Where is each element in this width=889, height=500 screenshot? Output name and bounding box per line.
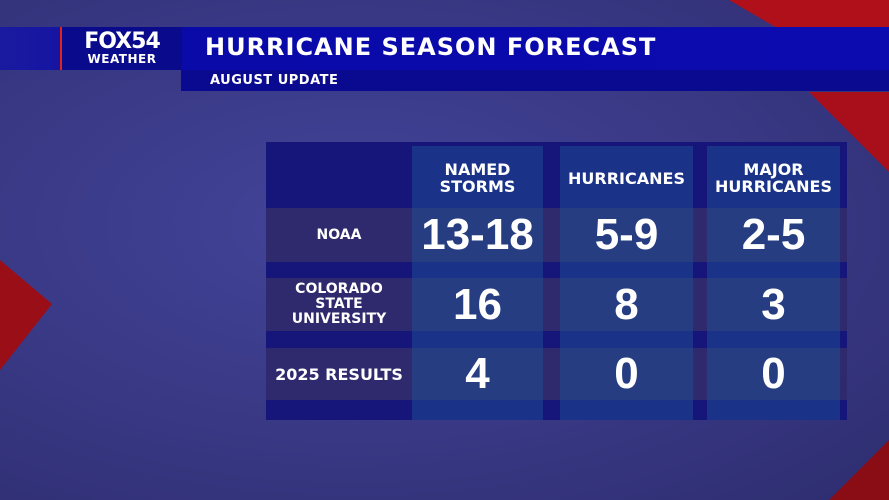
column-highlight — [560, 146, 693, 420]
page-title: HURRICANE SEASON FORECAST — [205, 33, 657, 61]
value-cell: 13-18 — [421, 210, 534, 259]
value-cell: 5-9 — [594, 210, 659, 259]
value-cell: 2-5 — [741, 210, 806, 259]
value-cell: 4 — [465, 349, 490, 398]
value-cell: 16 — [453, 279, 502, 329]
row-label-noaa: NOAA — [316, 226, 362, 243]
row-label-csu: COLORADO STATE UNIVERSITY — [291, 281, 387, 327]
logo-subtext: WEATHER — [87, 52, 157, 66]
accent-line — [60, 27, 62, 70]
value-cell: 3 — [761, 279, 786, 329]
logo-text: FOX54 — [84, 29, 161, 54]
value-cell: 8 — [614, 279, 639, 329]
value-cell: 0 — [614, 349, 639, 398]
column-highlight — [412, 146, 543, 420]
subtitle-bar — [181, 70, 889, 91]
fox54-weather-logo: FOX54 WEATHER — [62, 27, 182, 70]
red-corner-decoration — [0, 260, 52, 370]
value-cell: 0 — [761, 349, 786, 398]
red-corner-decoration — [829, 440, 889, 500]
row-label-2025-results: 2025 RESULTS — [275, 364, 403, 384]
column-header-major-hurricanes: MAJOR HURRICANES — [715, 160, 832, 196]
red-corner-decoration — [729, 0, 889, 28]
forecast-table: NAMED STORMS HURRICANES MAJOR HURRICANES… — [266, 142, 847, 420]
column-header-hurricanes: HURRICANES — [568, 168, 685, 188]
page-subtitle: AUGUST UPDATE — [210, 73, 339, 88]
column-highlight — [707, 146, 840, 420]
column-header-named-storms: NAMED STORMS — [439, 160, 516, 196]
